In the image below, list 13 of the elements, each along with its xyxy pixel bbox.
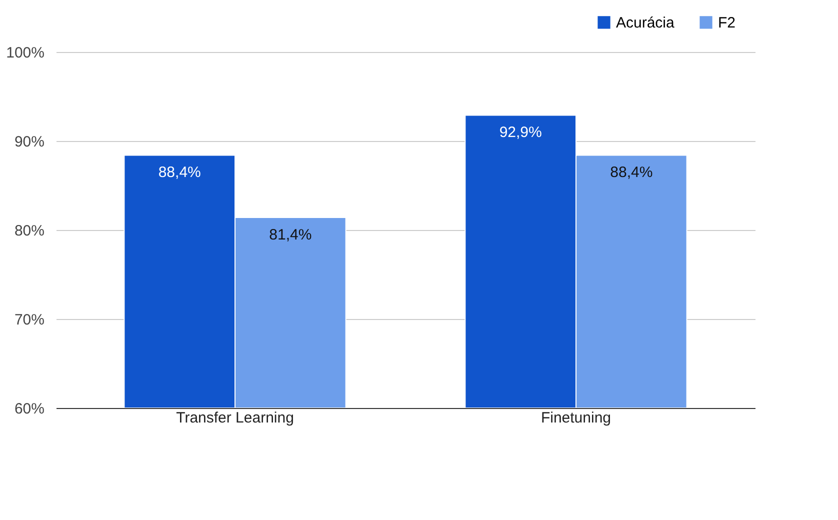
x-tick-label: Transfer Learning (176, 410, 294, 426)
data-label: 88,4% (610, 164, 653, 182)
y-tick-label: 70% (14, 312, 44, 328)
y-tick-label: 90% (14, 134, 44, 150)
x-tick-label: Finetuning (540, 410, 612, 426)
y-tick-label: 80% (14, 222, 44, 240)
data-label: 81,4% (269, 226, 312, 244)
y-tick-label: 60% (14, 400, 44, 418)
legend-label: F2 (718, 14, 736, 32)
data-label: 92,9% (499, 124, 542, 142)
y-tick-label: 100% (6, 44, 44, 62)
data-label: 88,4% (158, 164, 201, 182)
legend-label: Acurácia (616, 14, 676, 32)
